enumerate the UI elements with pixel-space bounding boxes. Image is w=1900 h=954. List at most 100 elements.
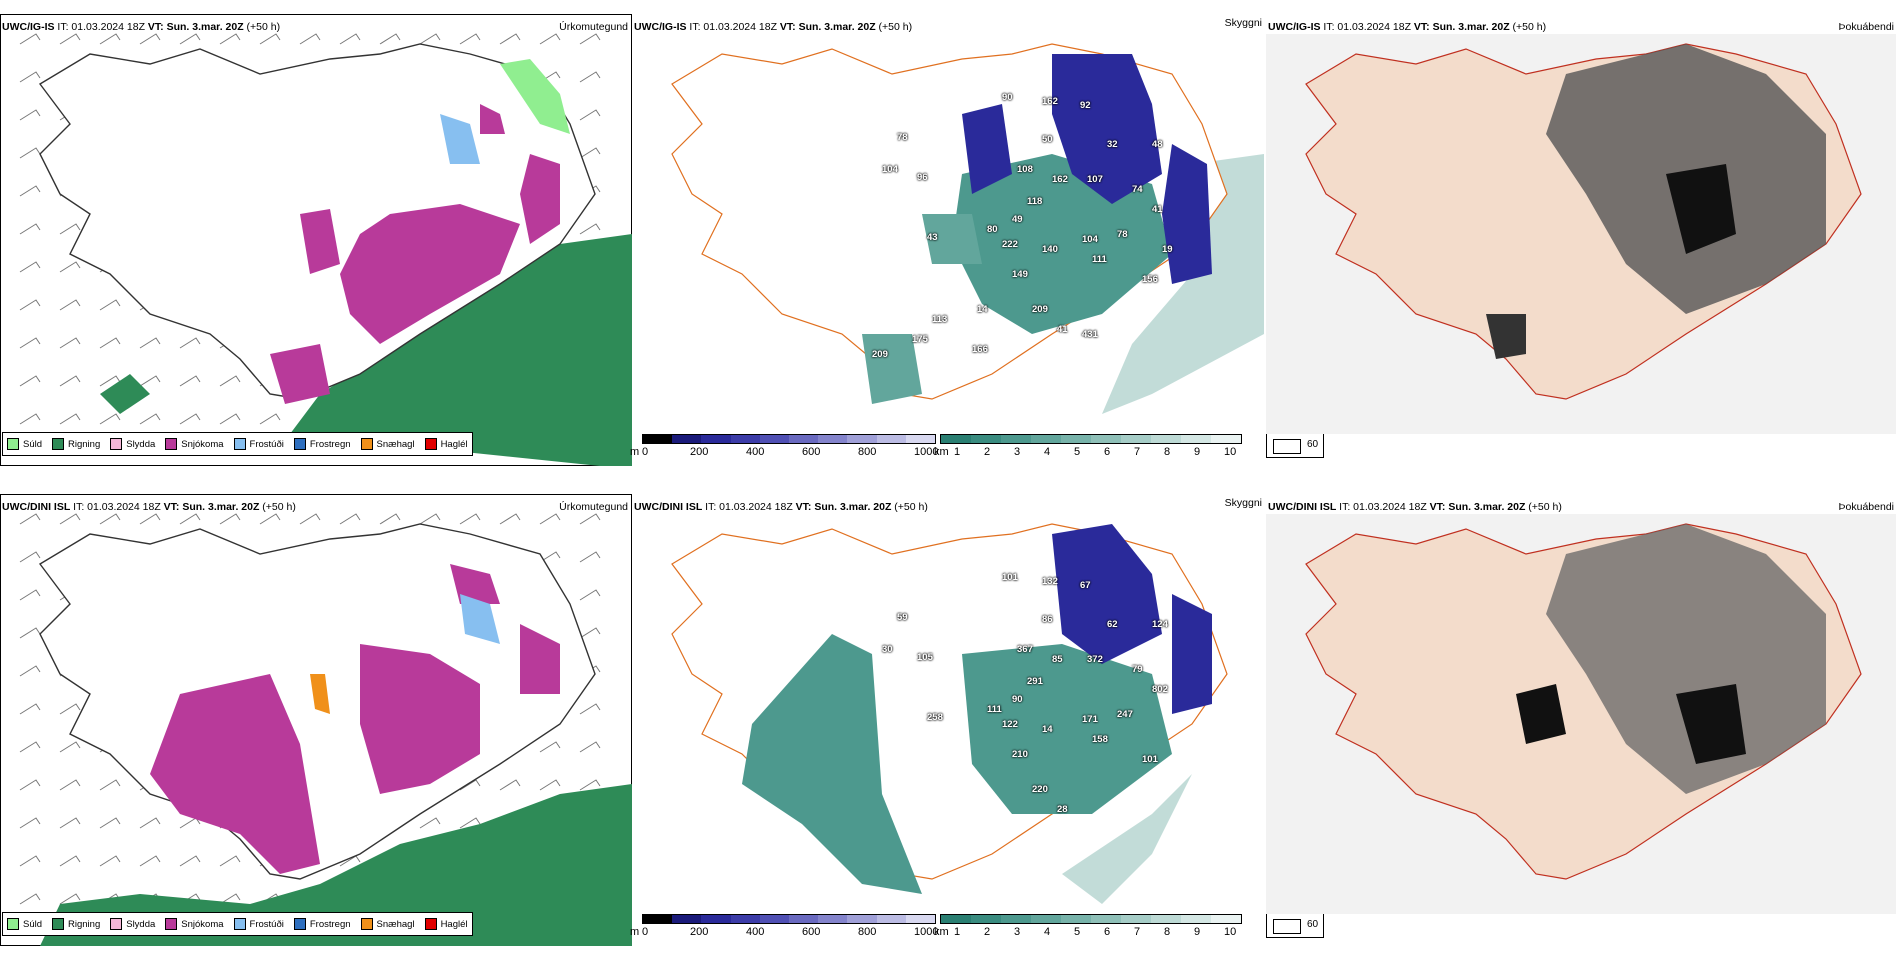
precip-type-map <box>0 14 632 466</box>
legend-item: Snjókoma <box>165 918 224 930</box>
panel-label: Úrkomutegund <box>559 501 628 513</box>
legend-item: Frostregn <box>293 438 351 450</box>
fog-panel-bottom: UWC/DINI ISL IT: 01.03.2024 18Z VT: Sun.… <box>1266 494 1896 954</box>
fog-dark-area-2 <box>1516 684 1566 744</box>
cloud-base-value: 79 <box>1132 664 1143 675</box>
cloud-base-value: 49 <box>1012 214 1023 225</box>
wind-barb <box>59 261 81 273</box>
cloud-base-value: 149 <box>1012 269 1028 280</box>
legend-item: Haglél <box>424 918 468 930</box>
wind-barb <box>59 513 81 525</box>
cloud-base-value: 140 <box>1042 244 1058 255</box>
wind-barb <box>419 33 441 45</box>
cloud-base-value: 111 <box>1092 254 1107 265</box>
colorbar-unit: m <box>630 446 640 458</box>
wind-barb <box>259 513 281 525</box>
cloud-base-value: 101 <box>1142 754 1158 765</box>
legend-swatch <box>293 438 306 450</box>
wind-barb <box>219 513 241 525</box>
legend-item: Slydda <box>110 438 155 450</box>
wind-barb <box>19 589 41 601</box>
very-low-visibility-area <box>1052 524 1162 664</box>
colorbar-tick: 600 <box>802 926 821 938</box>
colorbar-tick: 200 <box>690 926 709 938</box>
wind-barb <box>99 375 121 387</box>
panel-label: Skyggni <box>1224 497 1262 509</box>
cloud-base-value: 62 <box>1107 619 1118 630</box>
cloud-base-value: 104 <box>1082 234 1098 245</box>
legend-swatch <box>360 438 373 450</box>
low-visibility-area <box>742 634 922 894</box>
wind-barb <box>19 779 41 791</box>
legend-swatch <box>424 438 437 450</box>
panel-title: UWC/DINI ISL IT: 01.03.2024 18Z VT: Sun.… <box>1268 501 1562 513</box>
low-visibility-area-2 <box>922 214 982 264</box>
wind-barb <box>139 337 161 349</box>
wind-barb <box>379 513 401 525</box>
legend-label: Frostúði <box>249 438 284 450</box>
wind-barb <box>99 855 121 867</box>
wind-barb <box>299 513 321 525</box>
cloud-base-value: 19 <box>1162 244 1173 255</box>
freezing-drizzle-area <box>460 594 500 644</box>
legend-label: Haglél <box>440 438 468 450</box>
wind-barb <box>579 703 601 715</box>
legend-item: Snæhagl <box>360 438 415 450</box>
precip-type-panel-bottom: UWC/DINI ISL IT: 01.03.2024 18Z VT: Sun.… <box>0 494 632 954</box>
wind-barb <box>139 375 161 387</box>
legend-label: Frostregn <box>309 438 351 450</box>
legend-item: Frostregn <box>293 918 351 930</box>
wind-barb <box>19 513 41 525</box>
visibility-map <box>671 523 1228 904</box>
colorbar-tick: 3 <box>1014 926 1021 938</box>
drizzle-area <box>500 59 570 134</box>
precip-type-legend: Súld Rigning Slydda Snjókoma Frostúði Frostre… <box>2 432 473 456</box>
wind-barb <box>539 33 561 45</box>
fog-dark-area-3 <box>1486 314 1526 359</box>
cloud-base-value: 247 <box>1117 709 1133 720</box>
colorbar-tick: 600 <box>802 446 821 458</box>
wind-barb <box>19 665 41 677</box>
legend-swatch <box>424 918 437 930</box>
wind-barb <box>59 337 81 349</box>
legend-label: Frostregn <box>309 918 351 930</box>
wind-barb <box>59 893 81 905</box>
cloud-base-value: 96 <box>917 172 928 183</box>
legend-item: Rigning <box>52 918 100 930</box>
visibility-panel-bottom: UWC/DINI ISL IT: 01.03.2024 18Z VT: Sun.… <box>630 494 1324 954</box>
wind-barb <box>59 703 81 715</box>
visibility-colorbar: m 0 200 400 600 800 1000 km 1 2 3 4 5 6 7 8 9 10 <box>630 434 1264 470</box>
colorbar-tick: 10 <box>1224 926 1237 938</box>
cloud-base-value: 74 <box>1132 184 1143 195</box>
colorbar-tick: 1 <box>954 926 961 938</box>
wind-barb <box>19 33 41 45</box>
legend-label: Snæhagl <box>376 918 415 930</box>
wind-barb <box>19 551 41 563</box>
cloud-base-value: 28 <box>1057 804 1068 815</box>
wind-barb <box>539 741 561 753</box>
cloud-base-value: 48 <box>1152 139 1163 150</box>
wind-barb <box>579 71 601 83</box>
wind-barb <box>59 817 81 829</box>
wind-barb <box>139 817 161 829</box>
wind-barb <box>19 817 41 829</box>
wind-barb <box>19 741 41 753</box>
wind-barb <box>579 147 601 159</box>
low-visibility-offshore <box>1102 154 1264 414</box>
wind-barb <box>219 33 241 45</box>
cloud-base-value: 209 <box>1032 304 1048 315</box>
wind-barb <box>179 375 201 387</box>
very-low-visibility-area-2 <box>962 104 1012 194</box>
wind-barb <box>59 223 81 235</box>
cloud-base-value: 86 <box>1042 614 1053 625</box>
legend-swatch <box>165 918 178 930</box>
colorbar-tick: 9 <box>1194 446 1201 458</box>
legend-item: Frostúði <box>233 438 284 450</box>
snow-area-2 <box>300 209 340 274</box>
cloud-base-value: 101 <box>1002 572 1018 583</box>
low-visibility-area-2 <box>962 644 1172 814</box>
legend-item: Frostúði <box>233 918 284 930</box>
legend-item: Súld <box>7 918 42 930</box>
fog-map <box>1266 514 1896 914</box>
wind-barb <box>539 513 561 525</box>
